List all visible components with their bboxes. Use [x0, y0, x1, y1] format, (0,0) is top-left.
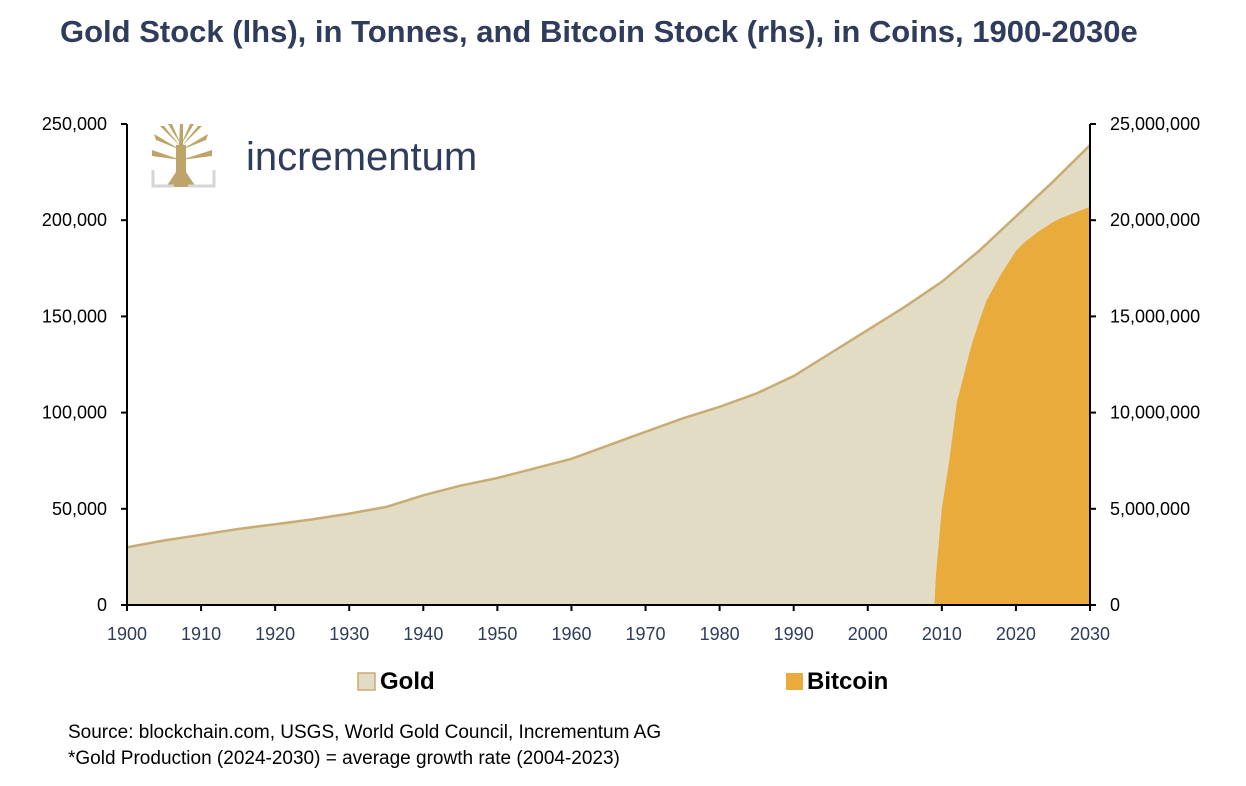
footnote-line: *Gold Production (2024-2030) = average g…	[68, 748, 620, 769]
tick-marks	[121, 123, 1096, 611]
right-tick-label: 0	[1110, 595, 1120, 615]
logo-text: incrementum	[246, 135, 477, 179]
right-tick-label: 20,000,000	[1110, 210, 1200, 230]
plot-areas	[126, 144, 1091, 605]
bitcoin-area	[934, 206, 1090, 605]
chart-title: Gold Stock (lhs), in Tonnes, and Bitcoin…	[60, 14, 1138, 49]
left-tick-label: 250,000	[42, 114, 107, 134]
source-notes: Source: blockchain.com, USGS, World Gold…	[68, 720, 1168, 772]
legend-label-gold: Gold	[380, 668, 435, 695]
left-tick-label: 100,000	[42, 403, 107, 423]
x-tick-label: 1930	[329, 624, 369, 644]
x-tick-label: 1910	[181, 624, 221, 644]
x-tick-label: 2000	[848, 624, 888, 644]
x-tick-label: 1960	[551, 624, 591, 644]
x-tick-label: 1990	[774, 624, 814, 644]
legend-swatch-gold	[357, 672, 376, 691]
gold-area	[127, 145, 1090, 605]
x-tick-label: 2010	[922, 624, 962, 644]
left-tick-label: 0	[97, 595, 107, 615]
x-tick-label: 1970	[626, 624, 666, 644]
left-tick-label: 50,000	[52, 499, 107, 519]
legend-label-bitcoin: Bitcoin	[807, 668, 888, 695]
left-tick-label: 200,000	[42, 210, 107, 230]
incrementum-logo: incrementum	[151, 124, 477, 188]
logo-frame-icon	[151, 170, 216, 188]
right-tick-label: 25,000,000	[1110, 114, 1200, 134]
gold-line	[126, 144, 1091, 549]
axes	[126, 124, 1091, 606]
source-line: Source: blockchain.com, USGS, World Gold…	[68, 722, 662, 743]
tree-icon	[152, 124, 212, 187]
x-tick-label: 2030	[1070, 624, 1110, 644]
right-tick-label: 10,000,000	[1110, 403, 1200, 423]
x-tick-label: 1920	[255, 624, 295, 644]
x-tick-label: 1940	[403, 624, 443, 644]
x-tick-label: 2020	[996, 624, 1036, 644]
right-tick-label: 15,000,000	[1110, 306, 1200, 326]
right-tick-label: 5,000,000	[1110, 499, 1190, 519]
tick-labels: 0 50,000 100,000 150,000 200,000 250,000 0 5,00…	[42, 114, 1200, 644]
x-tick-label: 1980	[700, 624, 740, 644]
left-tick-label: 150,000	[42, 306, 107, 326]
x-tick-label: 1900	[107, 624, 147, 644]
legend-swatch-bitcoin	[786, 673, 803, 690]
legend: Gold Bitcoin	[357, 668, 888, 695]
x-tick-label: 1950	[477, 624, 517, 644]
